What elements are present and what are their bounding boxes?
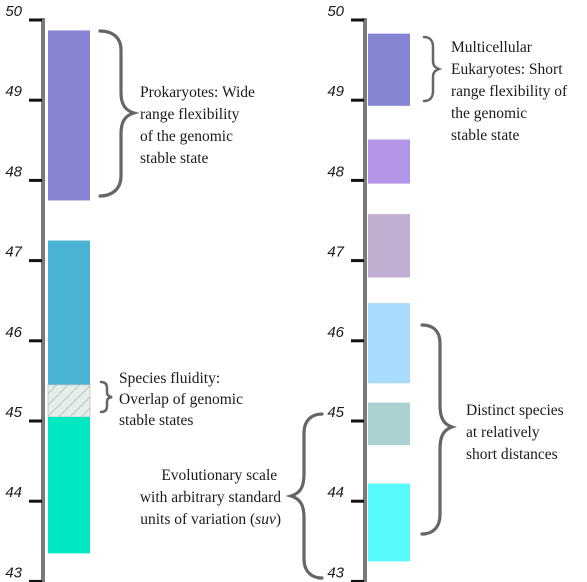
evolutionary-scale-line-2: with arbitrary standard <box>140 489 281 506</box>
right-tick-label-47: 47 <box>327 244 344 261</box>
species-fluidity-line-2: Overlap of genomic <box>119 391 243 408</box>
eukaryote-bar-5 <box>368 402 410 446</box>
right-tick-label-48: 48 <box>327 163 344 180</box>
left-tick-label-45: 45 <box>5 404 22 421</box>
eukaryotes-brace <box>422 35 443 103</box>
eukaryote-bar-2 <box>368 139 410 184</box>
eukaryote-bar-3 <box>368 214 410 278</box>
left-column-bars <box>47 30 91 554</box>
species-fluidity-line-1: Species fluidity: <box>119 370 220 387</box>
evolutionary-scale-brace <box>285 412 324 580</box>
species-b-bar <box>48 416 90 554</box>
evolutionary-scale-close-paren: ) <box>276 511 281 528</box>
left-tick-label-49: 49 <box>5 83 22 100</box>
distinct-species-brace <box>420 323 458 536</box>
right-tick-label-44: 44 <box>327 484 344 501</box>
evolutionary-scale-line-3: units of variation (suv) <box>140 511 281 528</box>
left-axis-ticks: 50 49 48 47 46 45 44 43 <box>5 3 42 582</box>
eukaryotes-note: Multicellular Eukaryotes: Short range fl… <box>451 39 571 144</box>
suv-abbreviation: suv <box>255 511 276 528</box>
eukaryotes-line-4: the genomic <box>451 105 527 122</box>
left-tick-label-46: 46 <box>5 324 22 341</box>
evolutionary-scale-note: Evolutionary scale with arbitrary standa… <box>140 467 281 506</box>
evolutionary-scale-line-3-text: units of variation ( <box>140 511 255 528</box>
left-tick-label-50: 50 <box>5 3 22 20</box>
right-tick-label-43: 43 <box>327 564 344 581</box>
prokaryotes-line-2: range flexibility <box>140 106 240 123</box>
distinct-species-line-3: short distances <box>466 446 558 463</box>
right-column-bars <box>368 33 410 562</box>
prokaryotes-line-3: of the genomic <box>140 128 233 145</box>
distinct-species-note: Distinct species at relatively short dis… <box>466 402 568 463</box>
left-tick-label-47: 47 <box>5 244 22 261</box>
evolutionary-scale-line-1: Evolutionary scale <box>161 467 277 484</box>
eukaryotes-line-1: Multicellular <box>451 39 533 56</box>
prokaryotes-line-4: stable state <box>140 150 209 167</box>
right-tick-label-45: 45 <box>327 404 344 421</box>
distinct-species-line-1: Distinct species <box>466 402 564 419</box>
left-tick-label-48: 48 <box>5 163 22 180</box>
eukaryote-bar-1 <box>368 33 410 106</box>
right-axis-ticks: 50 49 48 47 46 45 44 43 <box>327 3 364 582</box>
species-fluidity-brace <box>99 380 113 414</box>
prokaryotes-brace <box>98 29 140 198</box>
prokaryotes-line-1: Prokaryotes: Wide <box>140 84 255 101</box>
distinct-species-line-2: at relatively <box>466 424 540 441</box>
species-fluidity-note: Species fluidity: Overlap of genomic sta… <box>119 370 247 429</box>
right-tick-label-50: 50 <box>327 3 344 20</box>
prokaryotes-note: Prokaryotes: Wide range flexibility of t… <box>140 84 259 167</box>
species-fluidity-line-3: stable states <box>119 412 193 429</box>
eukaryotes-line-5: stable state <box>451 127 520 144</box>
overlap-bar <box>47 384 91 418</box>
eukaryote-bar-4 <box>368 303 410 384</box>
left-tick-label-44: 44 <box>5 484 22 501</box>
eukaryote-bar-6 <box>368 483 410 562</box>
eukaryotes-line-2: Eukaryotes: Short <box>451 61 563 78</box>
species-a-bar <box>48 240 90 385</box>
prokaryote-range-bar <box>48 30 90 201</box>
right-tick-label-46: 46 <box>327 324 344 341</box>
left-tick-label-43: 43 <box>5 564 22 581</box>
right-tick-label-49: 49 <box>327 83 344 100</box>
eukaryotes-line-3: range flexibility of <box>451 83 568 100</box>
